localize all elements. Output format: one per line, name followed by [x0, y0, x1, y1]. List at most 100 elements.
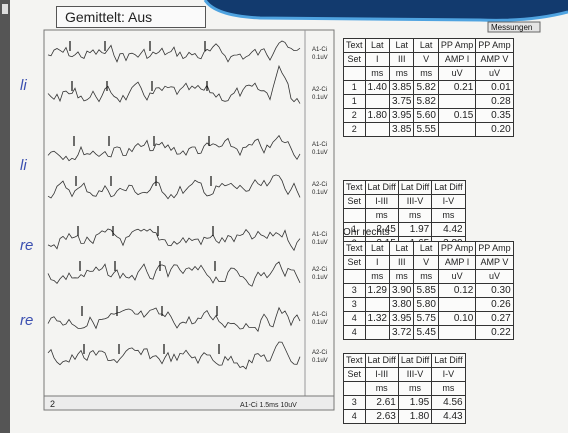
header-row: Set I III V AMP I AMP V: [343, 52, 514, 67]
cell: 4.43: [431, 409, 466, 424]
cell: 3.85: [388, 80, 415, 95]
cell: 0.27: [475, 311, 514, 326]
cell: uV: [437, 66, 477, 81]
trace-label: A1-Ci: [312, 312, 327, 318]
cell: 2: [343, 108, 366, 123]
trace-scale: 0.1uV: [312, 95, 328, 101]
waveform: [47, 228, 301, 252]
cell: Text: [343, 241, 366, 256]
cell: 3.95: [388, 311, 415, 326]
cell: III: [388, 52, 415, 67]
cell: 5.82: [413, 80, 439, 95]
cell: 1: [343, 80, 366, 95]
cell: 1.29: [364, 283, 390, 298]
tab-label: Messungen: [491, 23, 532, 32]
trace-scale: 0.1uV: [312, 358, 328, 364]
menu-icon: [2, 4, 8, 14]
cell: [343, 269, 366, 284]
trace-label: A2-Ci: [312, 350, 327, 356]
cell: III-V: [397, 367, 433, 382]
handwritten-note: li: [20, 77, 27, 94]
cell: 5.82: [413, 94, 439, 109]
cell: 3: [343, 283, 366, 298]
trace-label: A2-Ci: [312, 182, 327, 188]
footer-index: 2: [50, 399, 55, 409]
cell: 0.12: [437, 283, 477, 298]
cell: Set: [343, 367, 366, 382]
plot-frame: [43, 29, 335, 401]
cell: Lat: [388, 38, 415, 53]
cell: 4: [343, 409, 366, 424]
cell: 0.26: [475, 297, 514, 312]
handwritten-note: li: [20, 157, 27, 174]
waveform: [47, 134, 301, 162]
cell: 1.32: [364, 311, 390, 326]
measurement-table: Text Lat Lat Lat PP Amp PP Amp Set I III V AMP I AM…: [343, 38, 514, 137]
cell: [364, 297, 390, 312]
data-row: 1 2.45 1.97 4.42: [343, 222, 466, 237]
cell: 0.10: [437, 311, 477, 326]
cell: ms: [413, 269, 439, 284]
cell: PP Amp: [437, 38, 477, 53]
cell: 1.97: [397, 222, 433, 237]
cell: ms: [364, 66, 390, 81]
cell: 0.20: [475, 122, 514, 137]
cell: 5.45: [413, 325, 439, 340]
cell: ms: [431, 381, 466, 396]
header-row: ms ms ms uV uV: [343, 269, 514, 284]
cell: Text: [343, 38, 366, 53]
cell: PP Amp: [437, 241, 477, 256]
cell: Lat Diff: [431, 180, 466, 195]
cell: Set: [343, 255, 366, 270]
cell: Lat: [413, 38, 439, 53]
trace-scale: 0.1uV: [312, 320, 328, 326]
header-row: Text Lat Lat Lat PP Amp PP Amp: [343, 241, 514, 256]
cell: ms: [431, 208, 466, 223]
data-row: 2 1.80 3.95 5.60 0.15 0.35: [343, 108, 514, 123]
header-row: Set I-III III-V I-V: [343, 194, 466, 209]
section-title: Ohr rechts: [343, 227, 390, 238]
cell: 3.80: [388, 297, 415, 312]
trace-label: A1-Ci: [312, 232, 327, 238]
cell: 2.61: [364, 395, 399, 410]
cell: Set: [343, 194, 366, 209]
header-row: Text Lat Diff Lat Diff Lat Diff: [343, 353, 466, 368]
data-row: 4 1.32 3.95 5.75 0.10 0.27: [343, 311, 514, 326]
trace-scale: 0.1uV: [312, 240, 328, 246]
data-row: 4 3.72 5.45 0.22: [343, 325, 514, 340]
cell: III: [388, 255, 415, 270]
trace-scale: 0.1uV: [312, 150, 328, 156]
cell: Lat: [413, 241, 439, 256]
banner-edge: [203, 0, 568, 22]
cell: AMP I: [437, 52, 477, 67]
cell: uV: [437, 269, 477, 284]
cell: 3: [343, 297, 366, 312]
cell: [437, 325, 477, 340]
cell: 3.90: [388, 283, 415, 298]
cell: [437, 122, 477, 137]
cell: 5.85: [413, 283, 439, 298]
data-row: 1 3.75 5.82 0.28: [343, 94, 514, 109]
cell: PP Amp: [475, 241, 514, 256]
cell: V: [413, 255, 439, 270]
cell: 2: [343, 122, 366, 137]
cell: [343, 381, 366, 396]
cell: Lat Diff: [364, 180, 399, 195]
cell: ms: [388, 269, 415, 284]
cell: Lat: [364, 38, 390, 53]
header-row: Set I-III III-V I-V: [343, 367, 466, 382]
cell: 0.21: [437, 80, 477, 95]
footer-label: A1-Ci 1.5ms 10uV: [240, 402, 297, 409]
header-row: ms ms ms: [343, 381, 466, 396]
cell: Lat Diff: [397, 180, 433, 195]
cell: I-III: [364, 367, 399, 382]
cell: 3.75: [388, 94, 415, 109]
cell: AMP V: [475, 255, 514, 270]
cell: 4: [343, 325, 366, 340]
cell: ms: [397, 208, 433, 223]
trace-scale: 0.1uV: [312, 55, 328, 61]
cell: PP Amp: [475, 38, 514, 53]
cell: 4.42: [431, 222, 466, 237]
